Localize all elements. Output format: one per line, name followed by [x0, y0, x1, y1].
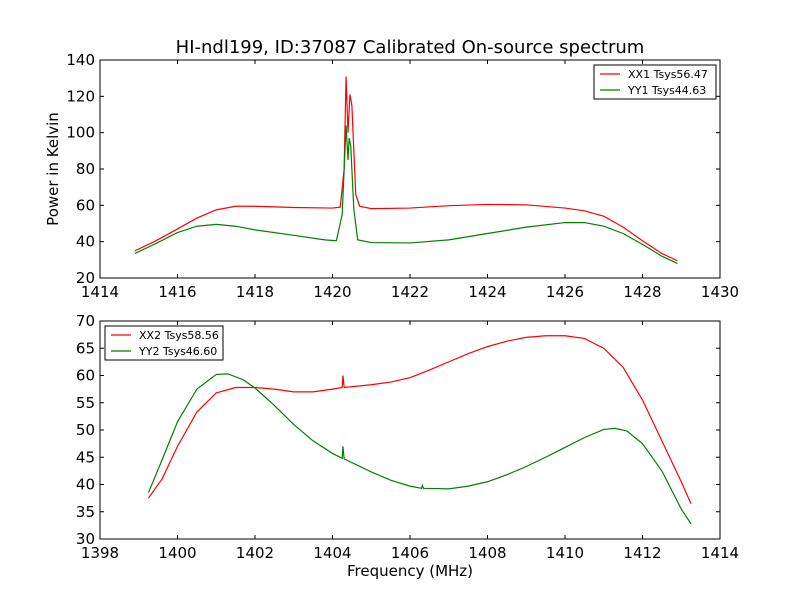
x-tick-label: 1414	[701, 544, 739, 562]
legend-box	[593, 64, 717, 100]
x-tick-label: 1406	[391, 544, 429, 562]
y-tick-label: 120	[66, 87, 95, 105]
x-tick-label: 1420	[313, 283, 351, 301]
x-tick-label: 1398	[81, 544, 119, 562]
legend: XX1 Tsys56.47 YY1 Tsys44.63	[593, 64, 717, 100]
series-line-2	[147, 373, 692, 525]
x-tick-label: 1426	[546, 283, 584, 301]
legend-label: XX1 Tsys56.47	[628, 68, 708, 81]
y-tick-label: 35	[76, 503, 95, 521]
y-tick-label: 140	[66, 51, 95, 69]
y-tick-label: 30	[76, 530, 95, 548]
series-line-1	[147, 335, 692, 504]
x-tick-label: 1412	[623, 544, 661, 562]
x-tick-label: 1430	[701, 283, 739, 301]
x-tick-label: 1410	[546, 544, 584, 562]
legend-box	[104, 325, 224, 361]
x-tick-label: 1408	[468, 544, 506, 562]
y-axis-title: Power in Kelvin	[44, 112, 62, 226]
series-line-2	[134, 125, 678, 265]
y-tick-label: 45	[76, 448, 95, 466]
y-tick-label: 20	[76, 269, 95, 287]
plot-top: 1414 1416 1418 1420 1422 1424 1426 1428 1430 20 40…	[44, 51, 739, 301]
legend-label: XX2 Tsys58.56	[139, 329, 219, 342]
y-tick-label: 60	[76, 367, 95, 385]
y-tick-label: 80	[76, 160, 95, 178]
x-tick-label: 1416	[158, 283, 196, 301]
y-tick-label: 50	[76, 421, 95, 439]
y-tick-label: 40	[76, 476, 95, 494]
y-tick-label: 55	[76, 394, 95, 412]
y-tick-label: 65	[76, 339, 95, 357]
x-tick-label: 1418	[236, 283, 274, 301]
legend-label: YY2 Tsys46.60	[138, 345, 217, 358]
x-tick-label: 1422	[391, 283, 429, 301]
plot-bottom: 1398 1400 1402 1404 1406 1408 1410 1412 1414 30 35…	[76, 312, 739, 580]
y-tick-label: 70	[76, 312, 95, 330]
chart-title: HI-ndl199, ID:37087 Calibrated On-source…	[176, 37, 645, 58]
x-tick-label: 1404	[313, 544, 351, 562]
y-tick-label: 60	[76, 196, 95, 214]
x-tick-label: 1402	[236, 544, 274, 562]
legend: XX2 Tsys58.56 YY2 Tsys46.60	[104, 325, 224, 361]
x-tick-label: 1414	[81, 283, 119, 301]
legend-label: YY1 Tsys44.63	[627, 84, 706, 97]
y-tick-label: 40	[76, 233, 95, 251]
x-tick-label: 1428	[623, 283, 661, 301]
y-tick-label: 100	[66, 124, 95, 142]
x-axis-title: Frequency (MHz)	[347, 562, 473, 580]
x-tick-label: 1400	[158, 544, 196, 562]
x-tick-label: 1424	[468, 283, 506, 301]
series-line-1	[134, 76, 678, 262]
